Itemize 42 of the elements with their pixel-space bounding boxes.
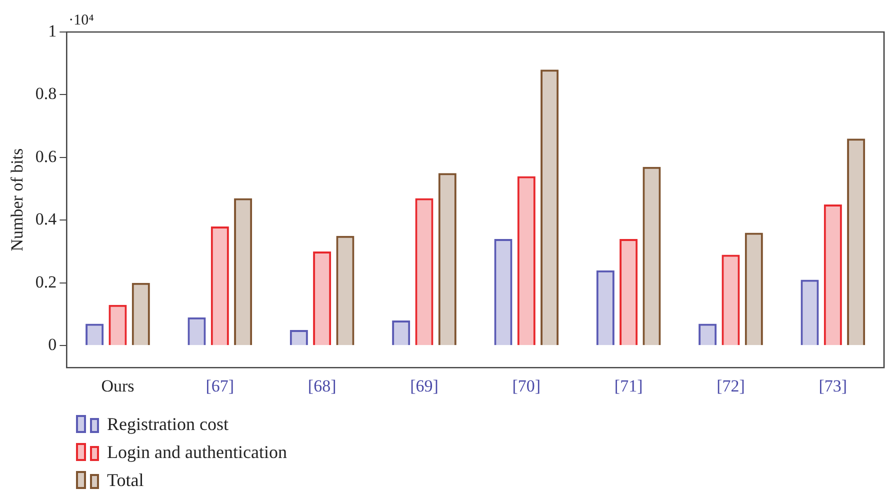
bar [722, 254, 740, 346]
bar [86, 324, 104, 346]
bar [744, 232, 763, 346]
bar [596, 270, 614, 346]
x-tick-label: [73] [818, 376, 848, 396]
bar [847, 138, 866, 346]
bar [642, 166, 661, 346]
bar [824, 204, 842, 346]
bar [210, 226, 229, 346]
bar [313, 252, 332, 346]
x-tick-label: [72] [716, 376, 745, 396]
y-tick-label: 1 [48, 21, 57, 40]
text: ·10⁴ [68, 12, 94, 28]
x-tick-label: [69] [410, 376, 438, 396]
bar [540, 70, 559, 346]
x-tick-label: [70] [512, 376, 541, 396]
y-tick-label: 0 [48, 335, 57, 354]
y-tick-label: 0.8 [35, 84, 57, 104]
bar [392, 320, 410, 346]
bar [438, 173, 456, 346]
y-axis-title: Number of bits [8, 148, 27, 252]
bar [800, 280, 819, 346]
x-tick-label: [71] [614, 376, 643, 396]
bar [698, 324, 717, 346]
x-tick-label: [67] [206, 376, 234, 396]
y-tick-label: 0.4 [35, 210, 58, 229]
x-tick-label: Ours [101, 376, 134, 396]
bar [234, 198, 252, 346]
x-tick-label: [68] [308, 376, 336, 396]
bar [517, 176, 536, 346]
bar [132, 282, 150, 346]
y-tick-label: 0.6 [35, 146, 57, 166]
bar [336, 236, 354, 346]
y-tick-label: 0.2 [35, 272, 57, 292]
bar [620, 239, 638, 346]
bar [494, 239, 512, 346]
bar [108, 304, 127, 346]
legend-label: Login and authentication [107, 442, 287, 462]
bar [188, 317, 206, 346]
legend-label: Registration cost [107, 414, 228, 434]
bar [415, 198, 434, 346]
legend-label: Total [107, 470, 144, 490]
